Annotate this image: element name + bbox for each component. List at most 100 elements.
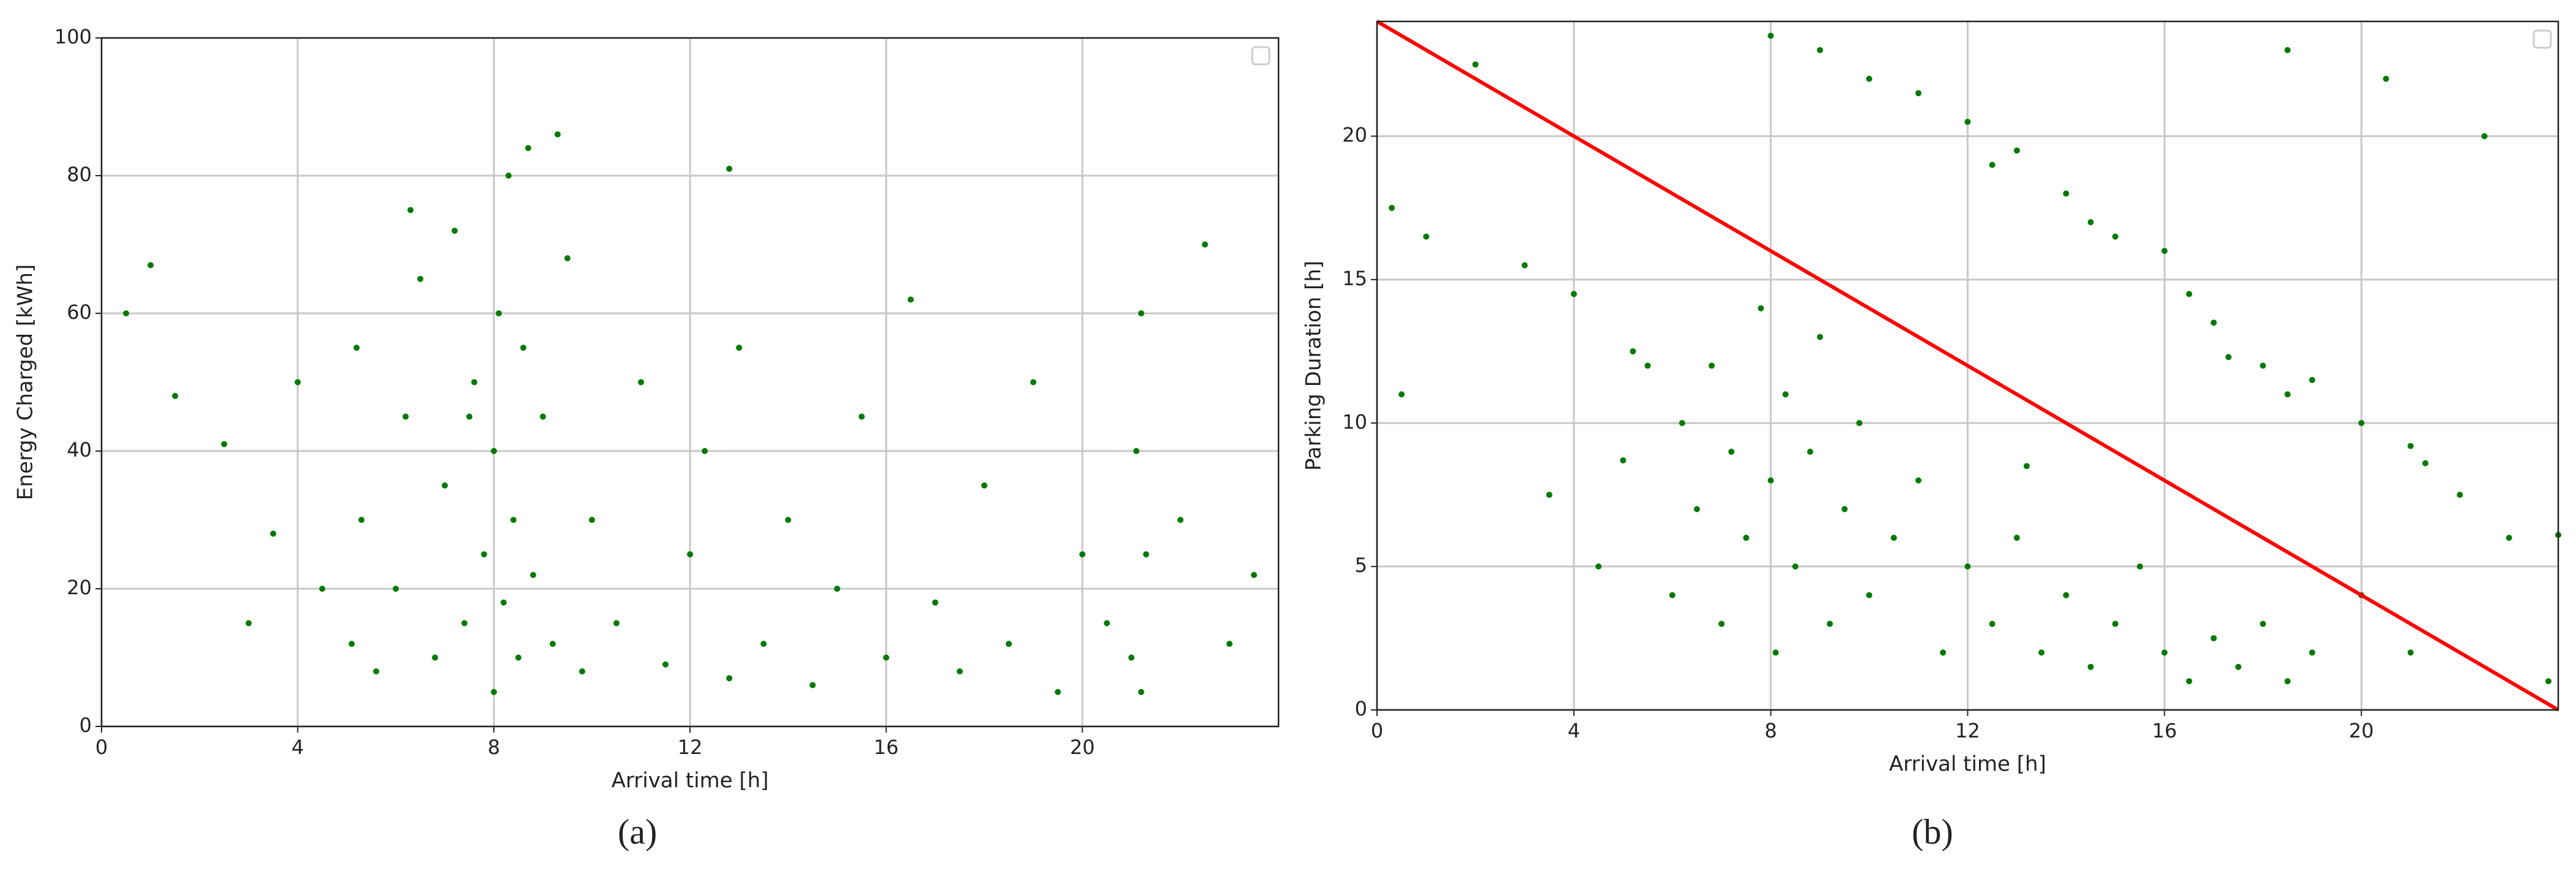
- point: [1250, 572, 1257, 578]
- point: [471, 379, 478, 386]
- point: [1915, 477, 1922, 483]
- y-tick-label: 5: [1355, 554, 1367, 577]
- x-tick-label: 12: [1955, 719, 1980, 742]
- point: [407, 207, 414, 214]
- point: [2112, 621, 2118, 627]
- point: [2225, 354, 2232, 360]
- point: [481, 551, 488, 558]
- y-tick-label: 80: [67, 163, 92, 186]
- point: [785, 517, 792, 523]
- point: [1989, 621, 1995, 627]
- point: [2506, 534, 2512, 541]
- point: [172, 393, 179, 399]
- point: [883, 654, 889, 661]
- point: [2422, 460, 2429, 466]
- point: [1827, 621, 1833, 627]
- point: [1792, 563, 1798, 570]
- point: [530, 572, 536, 578]
- x-tick-label: 8: [488, 736, 500, 759]
- point: [2087, 663, 2094, 670]
- point: [2260, 362, 2266, 369]
- point: [1915, 90, 1922, 97]
- point: [1177, 517, 1184, 523]
- point: [1201, 241, 1208, 248]
- point: [1133, 448, 1140, 454]
- point: [2260, 621, 2266, 627]
- point: [726, 165, 733, 172]
- point: [702, 448, 708, 454]
- point: [2210, 635, 2217, 641]
- point: [461, 620, 468, 627]
- y-tick-label: 20: [67, 576, 92, 599]
- point: [505, 173, 512, 179]
- point: [687, 551, 693, 558]
- point: [358, 517, 365, 523]
- x-axis-label: Arrival time [h]: [612, 769, 769, 793]
- point: [2013, 147, 2020, 154]
- point: [1226, 641, 1233, 647]
- point: [1138, 689, 1145, 695]
- point: [2087, 219, 2094, 226]
- y-tick-label: 60: [67, 300, 92, 324]
- point: [525, 145, 532, 151]
- point: [466, 413, 473, 420]
- point: [2235, 663, 2242, 670]
- x-tick-label: 20: [1070, 736, 1095, 759]
- point: [496, 310, 502, 316]
- point: [2481, 133, 2488, 140]
- point: [2063, 592, 2069, 599]
- point: [1143, 551, 1149, 558]
- point: [1841, 506, 1848, 512]
- x-tick-label: 8: [1764, 719, 1776, 742]
- point: [1055, 689, 1061, 695]
- point: [500, 599, 507, 606]
- point: [540, 413, 546, 420]
- plot-frame: [1376, 20, 2559, 711]
- point: [1807, 449, 1814, 455]
- point: [353, 345, 360, 351]
- point: [319, 586, 325, 592]
- point: [1743, 534, 1750, 541]
- point: [2457, 491, 2463, 498]
- x-tick-label: 20: [2349, 719, 2374, 742]
- point: [2545, 678, 2552, 685]
- point: [1693, 506, 1700, 512]
- point: [515, 654, 522, 661]
- point: [834, 586, 841, 592]
- x-tick-label: 12: [678, 736, 703, 759]
- caption: (a): [618, 812, 657, 851]
- point: [1669, 592, 1676, 599]
- point: [1138, 310, 1145, 316]
- point: [1767, 477, 1774, 483]
- point: [2309, 649, 2315, 656]
- point: [2407, 649, 2414, 656]
- point: [579, 668, 585, 674]
- point: [809, 682, 816, 689]
- point: [393, 586, 399, 592]
- point: [270, 531, 277, 537]
- point: [373, 668, 379, 674]
- point: [1030, 379, 1037, 386]
- x-tick-label: 0: [95, 736, 108, 759]
- point: [932, 599, 938, 606]
- point: [2358, 420, 2365, 427]
- x-tick-label: 0: [1371, 719, 1383, 742]
- legend-box: [1251, 46, 1271, 65]
- point: [432, 654, 439, 661]
- point: [956, 668, 963, 674]
- point: [613, 620, 620, 627]
- point: [2309, 376, 2315, 383]
- point: [2013, 534, 2020, 541]
- y-axis-label: Energy Charged [kWh]: [13, 264, 38, 501]
- point: [1398, 391, 1405, 398]
- x-tick-label: 4: [291, 736, 303, 759]
- point: [1679, 420, 1685, 427]
- point: [858, 413, 865, 420]
- point: [1389, 204, 1395, 211]
- point: [2137, 563, 2144, 570]
- x-tick-label: 16: [2152, 719, 2177, 742]
- point: [1104, 620, 1110, 627]
- point: [1817, 334, 1824, 340]
- point: [294, 379, 301, 386]
